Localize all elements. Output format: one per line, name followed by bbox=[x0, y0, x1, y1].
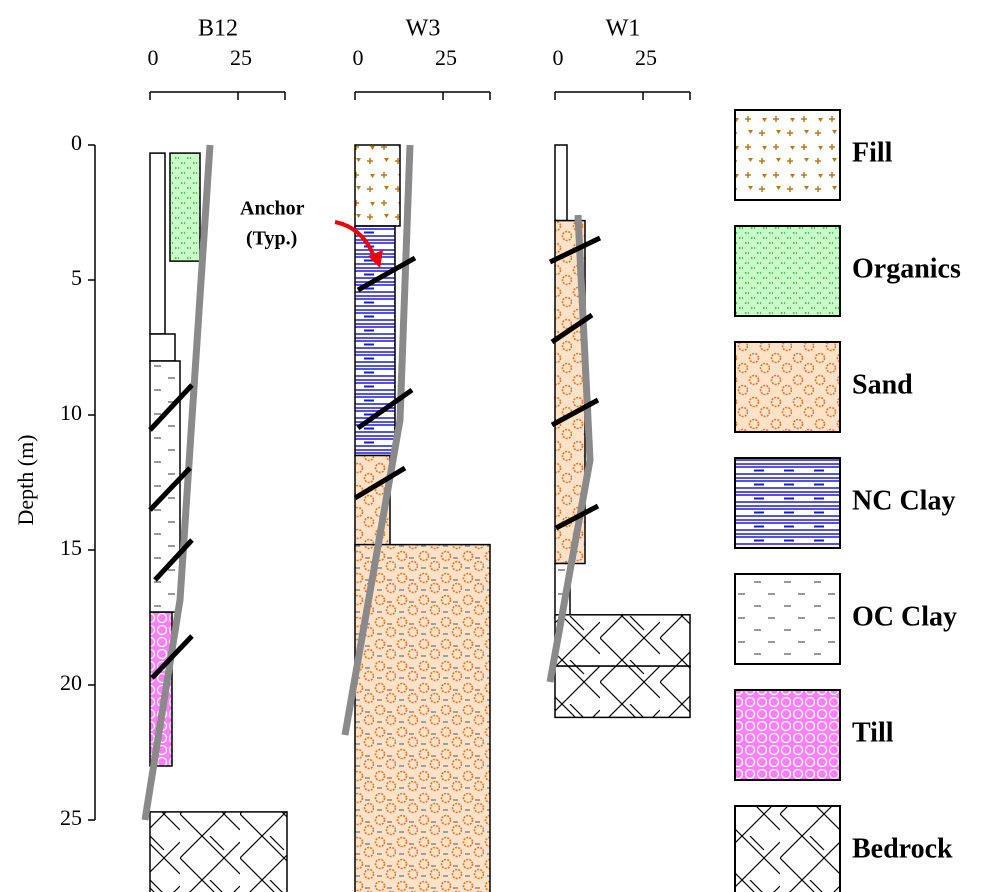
tick-label: 10 bbox=[60, 400, 82, 425]
tick-label: 20 bbox=[60, 670, 82, 695]
legend-swatch bbox=[735, 110, 840, 200]
legend-swatch bbox=[735, 574, 840, 664]
soil-layer bbox=[150, 812, 287, 892]
soil-layer bbox=[355, 545, 490, 892]
borehole-name: W1 bbox=[606, 16, 641, 42]
soil-layer bbox=[150, 153, 165, 334]
legend-label: NC Clay bbox=[852, 485, 955, 516]
tick-label: 0 bbox=[148, 45, 159, 70]
legend-swatch bbox=[735, 806, 840, 892]
borehole-name: W3 bbox=[406, 16, 441, 42]
legend-label: OC Clay bbox=[852, 601, 957, 632]
borehole-name: B12 bbox=[198, 16, 238, 42]
depth-axis-label: Depth (m) bbox=[13, 434, 38, 525]
legend-label: Till bbox=[852, 717, 894, 748]
tick-label: 15 bbox=[60, 535, 82, 560]
tick-label: 0 bbox=[553, 45, 564, 70]
tick-label: 25 bbox=[230, 45, 252, 70]
soil-layers bbox=[150, 145, 690, 892]
legend-label: Bedrock bbox=[852, 833, 953, 864]
tick-label: 0 bbox=[71, 130, 82, 155]
annotation: Anchor bbox=[240, 198, 305, 220]
tick-label: 25 bbox=[435, 45, 457, 70]
soil-layer bbox=[150, 334, 175, 361]
tick-label: 5 bbox=[71, 265, 82, 290]
legend-swatch bbox=[735, 458, 840, 548]
legend-label: Organics bbox=[852, 253, 961, 284]
legend-swatch bbox=[735, 342, 840, 432]
tick-label: 25 bbox=[635, 45, 657, 70]
legend-label: Fill bbox=[852, 137, 893, 168]
legend-label: Sand bbox=[852, 369, 913, 400]
legend-swatch bbox=[735, 690, 840, 780]
soil-layer bbox=[170, 153, 200, 261]
tick-label: 25 bbox=[60, 805, 82, 830]
soil-layer bbox=[555, 145, 567, 221]
tick-label: 0 bbox=[353, 45, 364, 70]
annotation: (Typ.) bbox=[246, 228, 297, 250]
soil-layer bbox=[555, 615, 690, 666]
soil-layer bbox=[555, 666, 690, 717]
legend-swatch bbox=[735, 226, 840, 316]
soil-layer bbox=[355, 145, 400, 226]
diagram: 0 5 10 15 20 25 B12 0 25 W3 0 25 W1 0 25 Anchor (Typ.)… bbox=[0, 0, 997, 892]
